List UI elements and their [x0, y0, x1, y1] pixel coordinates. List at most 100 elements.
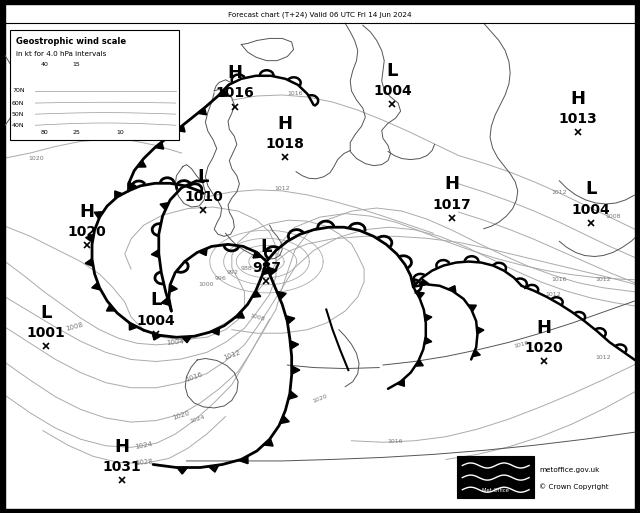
Text: 1013: 1013 — [559, 112, 598, 126]
Text: L: L — [40, 304, 52, 322]
Text: 1020: 1020 — [29, 156, 44, 161]
Polygon shape — [85, 259, 93, 266]
Polygon shape — [170, 285, 177, 292]
Text: 1016: 1016 — [287, 91, 303, 96]
Text: 15: 15 — [72, 62, 80, 67]
Polygon shape — [129, 323, 138, 330]
Text: 1004: 1004 — [137, 313, 175, 328]
Polygon shape — [218, 89, 227, 96]
Text: 992: 992 — [227, 269, 239, 274]
Polygon shape — [198, 108, 207, 115]
Polygon shape — [280, 416, 289, 424]
Text: 40: 40 — [41, 62, 49, 67]
Text: H: H — [278, 115, 293, 133]
Polygon shape — [161, 298, 170, 305]
Text: 1012: 1012 — [545, 292, 561, 297]
Text: 1020: 1020 — [524, 341, 563, 356]
Text: 1004: 1004 — [572, 203, 610, 216]
Text: 1000: 1000 — [198, 282, 214, 287]
Text: 10: 10 — [116, 130, 124, 135]
Text: 1008: 1008 — [65, 322, 84, 332]
Polygon shape — [236, 311, 244, 318]
Text: 1024: 1024 — [189, 414, 205, 424]
Text: 1008: 1008 — [249, 312, 265, 322]
Text: 1004: 1004 — [373, 84, 412, 98]
Text: Met Office: Met Office — [483, 488, 509, 493]
Text: L: L — [585, 181, 596, 199]
Text: 988: 988 — [241, 266, 253, 271]
Text: H: H — [114, 438, 129, 456]
Polygon shape — [288, 391, 298, 399]
Polygon shape — [152, 333, 161, 340]
Text: 1016: 1016 — [388, 439, 403, 444]
Polygon shape — [129, 182, 136, 190]
Text: 996: 996 — [215, 277, 227, 281]
Polygon shape — [290, 341, 299, 349]
Polygon shape — [448, 286, 456, 292]
Polygon shape — [211, 328, 220, 335]
Polygon shape — [252, 290, 260, 298]
Polygon shape — [253, 251, 262, 258]
Polygon shape — [94, 212, 103, 219]
Polygon shape — [239, 456, 248, 464]
Polygon shape — [137, 161, 146, 167]
Text: 80: 80 — [41, 130, 49, 135]
Text: 1010: 1010 — [184, 190, 223, 204]
Text: in kt for 4.0 hPa intervals: in kt for 4.0 hPa intervals — [17, 51, 107, 56]
Text: 1016: 1016 — [552, 277, 567, 282]
FancyBboxPatch shape — [10, 30, 179, 141]
Polygon shape — [276, 291, 286, 300]
Polygon shape — [477, 327, 484, 334]
Polygon shape — [262, 267, 271, 275]
FancyBboxPatch shape — [458, 457, 534, 498]
Polygon shape — [86, 234, 94, 242]
Text: H: H — [536, 319, 551, 337]
Text: L: L — [150, 291, 162, 309]
Text: 1016: 1016 — [216, 87, 254, 101]
Polygon shape — [160, 203, 169, 210]
Text: Forecast chart (T+24) Valid 06 UTC Fri 14 Jun 2024: Forecast chart (T+24) Valid 06 UTC Fri 1… — [228, 12, 412, 18]
Text: 1024: 1024 — [134, 441, 153, 450]
Polygon shape — [292, 366, 300, 374]
Text: H: H — [227, 64, 243, 82]
Text: 1004: 1004 — [166, 339, 184, 346]
Polygon shape — [415, 360, 423, 366]
Polygon shape — [424, 337, 432, 344]
Polygon shape — [177, 467, 188, 474]
Text: 70N: 70N — [12, 88, 25, 93]
Polygon shape — [264, 439, 273, 446]
Polygon shape — [198, 248, 207, 255]
Text: 1020: 1020 — [68, 225, 106, 239]
Polygon shape — [106, 304, 115, 311]
Text: © Crown Copyright: © Crown Copyright — [539, 483, 609, 489]
Polygon shape — [155, 142, 164, 149]
Polygon shape — [115, 191, 123, 198]
Text: H: H — [445, 175, 460, 193]
Text: 1012: 1012 — [223, 349, 241, 361]
Text: 1017: 1017 — [433, 198, 472, 211]
Text: 1012: 1012 — [596, 355, 611, 360]
Text: Geostrophic wind scale: Geostrophic wind scale — [17, 37, 127, 46]
Polygon shape — [176, 125, 185, 132]
Text: 25: 25 — [72, 130, 80, 135]
Text: 1016: 1016 — [513, 341, 530, 349]
Polygon shape — [472, 350, 480, 357]
Polygon shape — [420, 279, 429, 285]
Polygon shape — [468, 305, 476, 311]
Text: 987: 987 — [252, 261, 281, 274]
Polygon shape — [424, 314, 432, 321]
Text: 1028: 1028 — [134, 459, 153, 466]
Text: 1020: 1020 — [312, 393, 328, 404]
Text: 1012: 1012 — [596, 277, 611, 282]
Polygon shape — [285, 315, 295, 324]
Text: 60N: 60N — [12, 101, 24, 106]
Text: 40N: 40N — [12, 123, 25, 128]
Text: 1018: 1018 — [266, 137, 305, 151]
Polygon shape — [182, 337, 191, 343]
Text: 1031: 1031 — [102, 460, 141, 474]
Text: L: L — [387, 62, 398, 80]
Polygon shape — [416, 292, 424, 299]
Text: 1016: 1016 — [184, 371, 204, 383]
Text: L: L — [198, 168, 209, 186]
Text: 1012: 1012 — [552, 190, 567, 195]
